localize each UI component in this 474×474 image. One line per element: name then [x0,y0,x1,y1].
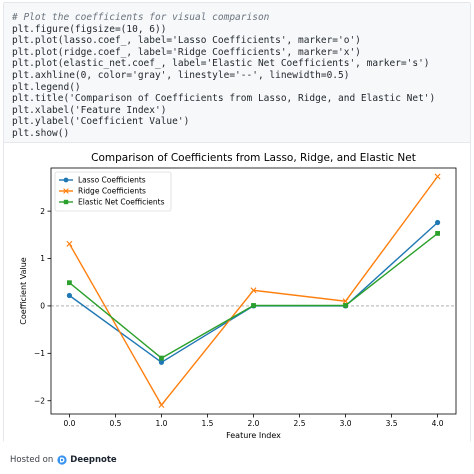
deepnote-brand: Deepnote [70,455,117,465]
legend-marker-circle [63,177,69,183]
x-tick-label: 0.5 [109,419,121,428]
chart-title: Comparison of Coefficients from Lasso, R… [91,152,416,164]
data-point-elastic-net [343,303,348,308]
hosted-on-label: Hosted on [10,455,54,465]
code-line: plt.plot(elastic_net.coef_, label='Elast… [12,58,430,70]
code-line: plt.xlabel('Feature Index') [12,104,167,116]
x-axis-label: Feature Index [226,431,281,440]
footer: Hosted on Deepnote [0,446,474,474]
legend-marker-x [63,188,69,194]
y-tick-label: 2 [40,207,45,216]
output-cell: Comparison of Coefficients from Lasso, R… [4,144,470,442]
data-point-ridge [250,287,257,294]
data-point-ridge [434,173,441,180]
data-point-lasso [158,359,165,365]
code-line: plt.ylabel('Coefficient Value') [12,116,190,128]
data-point-elastic-net [67,280,72,286]
legend-label-1: Ridge Coefficients [78,187,146,196]
y-tick-label: −2 [34,396,45,405]
code-line: plt.show() [12,127,70,139]
data-point-ridge [158,402,165,408]
deepnote-link[interactable]: Deepnote [57,455,117,465]
legend-marker-square [63,199,69,205]
code-line: plt.legend() [12,81,81,93]
legend-label-0: Lasso Coefficients [78,176,146,185]
data-point-elastic-net [435,231,440,236]
data-point-elastic-net [159,355,164,361]
code-line: plt.title('Comparison of Coefficients fr… [12,93,436,105]
data-point-lasso [66,292,73,299]
code-line: plt.plot(ridge.coef_, label='Ridge Coeff… [12,46,361,58]
x-tick-label: 2.5 [294,419,306,428]
x-tick-label: 4.0 [432,419,444,428]
code-line: plt.plot(lasso.coef_, label='Lasso Coeff… [12,35,361,47]
x-tick-label: 3.0 [340,419,352,428]
y-axis-label: Coefficient Value [19,257,28,324]
code-line: plt.axhline(0, color='gray', linestyle='… [12,69,350,81]
line-chart: Comparison of Coefficients from Lasso, R… [19,152,457,440]
y-tick-label: 1 [40,254,45,263]
y-tick-label: 0 [40,302,45,311]
x-tick-label: 1.5 [202,419,214,428]
legend-box [54,171,172,212]
notebook-cell: # Plot the coefficients for visual compa… [3,2,471,442]
x-tick-label: 0.0 [63,419,75,428]
deepnote-logo-icon [57,455,67,465]
legend-label-2: Elastic Net Coefficients [78,198,165,207]
code-comment-line: # Plot the coefficients for visual compa… [12,12,270,23]
x-tick-label: 1.0 [155,419,167,428]
code-cell[interactable]: # Plot the coefficients for visual compa… [4,3,470,143]
data-point-lasso [434,219,441,226]
data-point-ridge [342,298,349,305]
data-point-elastic-net [251,303,256,308]
data-point-ridge [66,240,73,247]
y-tick-label: −1 [34,349,45,358]
code-line: plt.figure(figsize=(10, 6)) [12,23,167,35]
x-tick-label: 2.0 [248,419,260,428]
x-tick-label: 3.5 [386,419,398,428]
